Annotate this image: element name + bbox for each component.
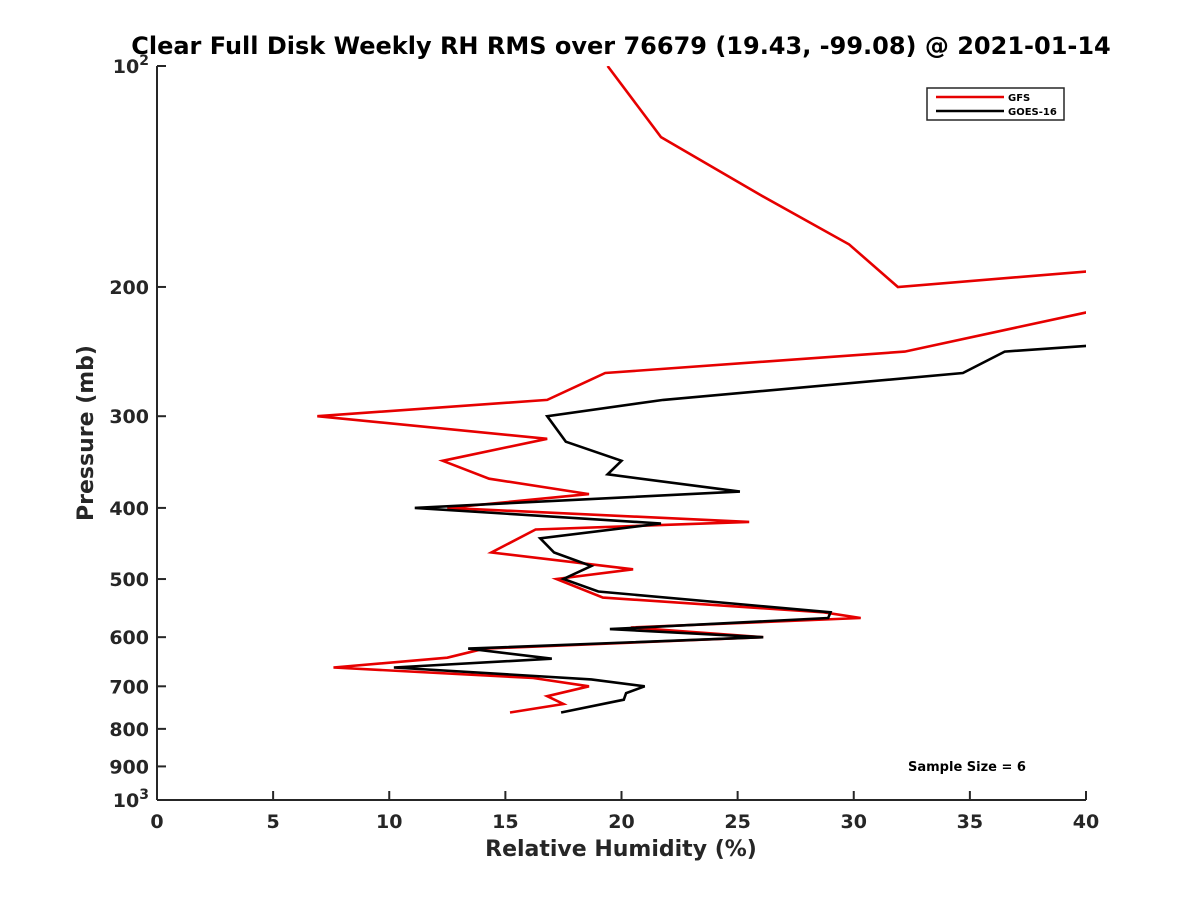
x-tick-label: 25 (724, 811, 750, 833)
y-tick-label: 700 (109, 676, 149, 698)
legend-label-goes-16: GOES-16 (1008, 107, 1057, 118)
x-tick-label: 10 (376, 811, 402, 833)
x-tick-label: 0 (150, 811, 163, 833)
x-tick-label: 15 (492, 811, 518, 833)
legend: GFS GOES-16 (926, 87, 1065, 121)
sample-size-annotation: Sample Size = 6 (908, 760, 1026, 775)
x-axis-label: Relative Humidity (%) (485, 837, 757, 862)
series-line-goes-16 (393, 344, 1086, 714)
x-tick-label: 5 (267, 811, 280, 833)
y-tick-label: 400 (109, 498, 149, 520)
x-axis-ticks: 0 5 10 15 20 25 30 35 40 (150, 791, 1099, 833)
series-line-gfs (317, 66, 1086, 714)
x-tick-label: 40 (1073, 811, 1099, 833)
x-tick-label: 20 (608, 811, 634, 833)
y-tick-label: 500 (109, 569, 149, 591)
y-tick-label: 600 (109, 627, 149, 649)
y-tick-label: 800 (109, 719, 149, 741)
legend-label-gfs: GFS (1008, 93, 1030, 104)
y-tick-label: 102 (113, 53, 149, 78)
legend-box (926, 87, 1065, 121)
y-tick-label: 200 (109, 277, 149, 299)
y-tick-label: 300 (109, 406, 149, 428)
y-axis-ticks: 102 200 300 400 500 600 700 800 900 103 (109, 53, 166, 812)
x-tick-label: 35 (957, 811, 983, 833)
series-layer (317, 66, 1086, 714)
chart-title: Clear Full Disk Weekly RH RMS over 76679… (131, 32, 1111, 60)
x-tick-label: 30 (841, 811, 867, 833)
y-tick-label: 103 (113, 787, 149, 812)
y-axis-label: Pressure (mb) (74, 345, 99, 521)
y-tick-label: 900 (109, 756, 149, 778)
